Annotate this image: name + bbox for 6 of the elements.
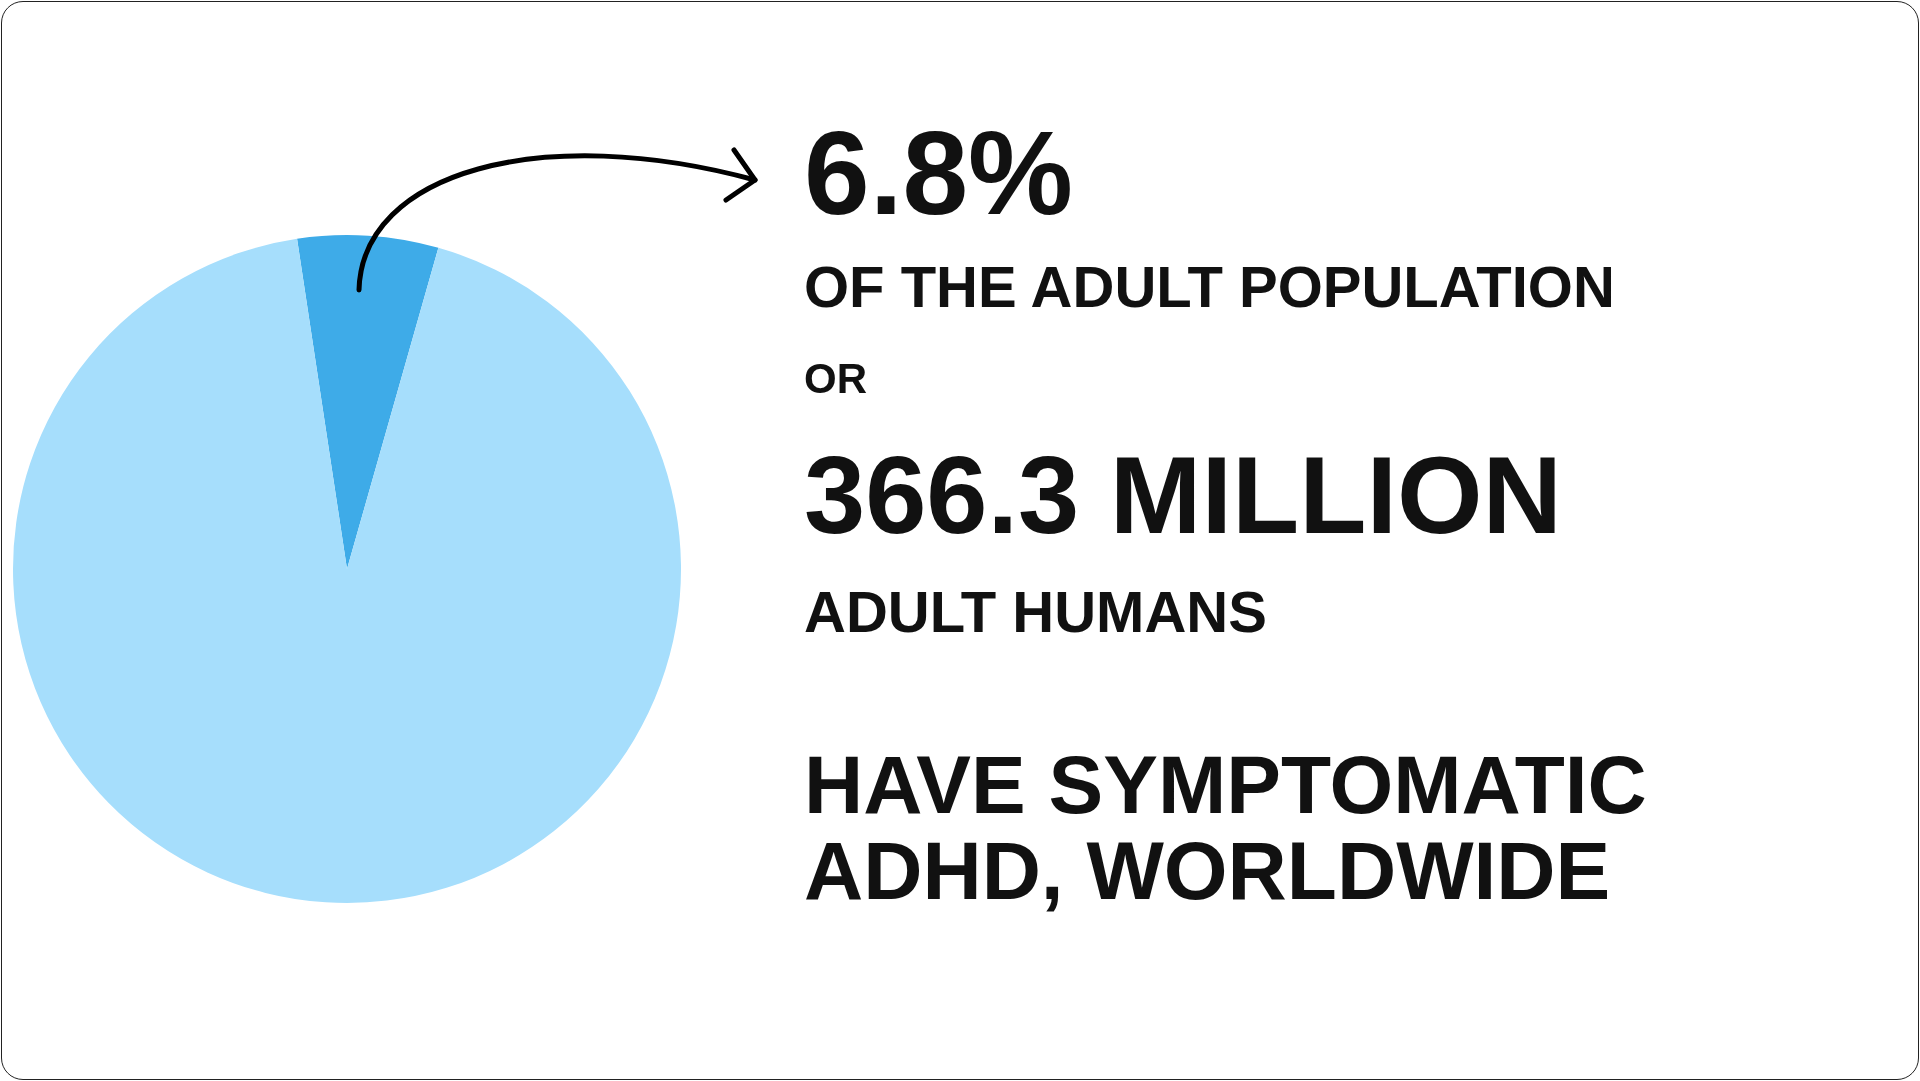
text: OF THE ADULT POPULATION — [804, 254, 1615, 319]
text: 6.8% — [804, 107, 1073, 239]
text: 366.3 MILLION — [804, 433, 1562, 556]
text: ADULT HUMANS — [804, 579, 1267, 644]
text: OR — [804, 355, 867, 402]
text: HAVE SYMPTOMATIC ADHD, WORLDWIDE — [804, 739, 1648, 917]
